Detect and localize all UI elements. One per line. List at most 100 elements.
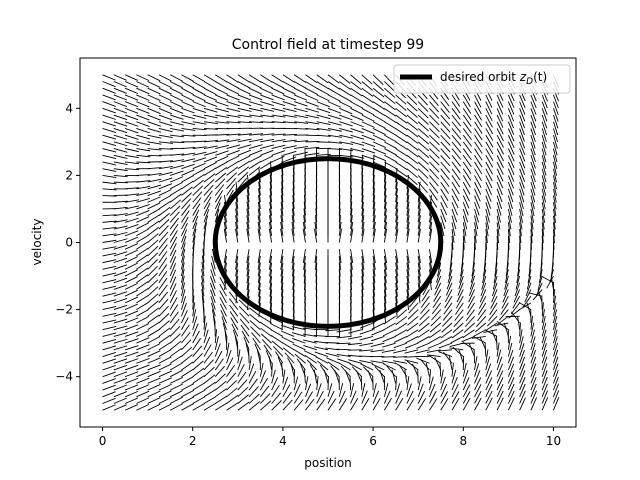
field-arrow [384, 121, 397, 130]
field-arrow [192, 402, 206, 411]
field-arrow [350, 282, 352, 297]
field-arrow [383, 322, 396, 331]
field-arrow [383, 188, 387, 203]
field-arrow [169, 223, 179, 237]
field-arrow [359, 359, 374, 364]
field-arrow [395, 221, 399, 236]
field-arrow [113, 284, 128, 290]
field-arrow [372, 87, 385, 98]
field-arrow [316, 114, 331, 120]
field-arrow [181, 248, 186, 263]
field-arrow [181, 158, 196, 163]
field-arrow [507, 155, 515, 169]
field-arrow [136, 180, 151, 183]
field-arrow [246, 282, 250, 297]
field-arrow [418, 322, 430, 333]
field-arrow [102, 358, 117, 364]
field-arrow [257, 215, 261, 230]
field-arrow [429, 391, 437, 404]
field-arrow [124, 121, 139, 127]
field-arrow [192, 191, 203, 203]
field-arrow [319, 364, 329, 377]
field-arrow [303, 350, 317, 357]
field-arrow [381, 360, 396, 364]
field-arrow [124, 338, 139, 344]
field-arrow [147, 336, 161, 344]
field-arrow [417, 101, 429, 112]
field-arrow [372, 141, 387, 149]
field-arrow [406, 376, 410, 391]
field-arrow [395, 128, 408, 137]
field-arrow [406, 201, 410, 216]
field-arrow [113, 81, 127, 88]
field-arrow [237, 160, 250, 170]
field-arrow [113, 271, 128, 277]
field-arrow [372, 168, 375, 183]
field-arrow [124, 345, 139, 351]
field-arrow [350, 255, 353, 270]
field-arrow [361, 148, 376, 154]
field-arrow [226, 144, 241, 150]
field-arrow [541, 175, 547, 190]
field-arrow [102, 148, 117, 153]
field-arrow [181, 389, 195, 398]
field-arrow [102, 306, 117, 311]
field-arrow [260, 101, 274, 107]
field-arrow [223, 249, 227, 264]
field-arrow [261, 339, 272, 351]
field-arrow [507, 195, 513, 210]
field-arrow [485, 128, 494, 141]
field-arrow [237, 379, 248, 391]
field-arrow [113, 134, 128, 140]
field-arrow [203, 381, 216, 391]
field-arrow [293, 87, 307, 95]
field-arrow [496, 377, 504, 391]
field-arrow [158, 334, 171, 344]
field-arrow [226, 149, 240, 156]
field-arrow [147, 172, 162, 176]
field-arrow [541, 397, 549, 411]
field-arrow [158, 313, 170, 324]
field-arrow [438, 351, 453, 357]
field-arrow [113, 206, 128, 210]
field-arrow [102, 299, 117, 304]
field-arrow [158, 219, 170, 230]
field-arrow [406, 322, 419, 332]
field-arrow [214, 358, 224, 371]
field-arrow [113, 351, 128, 357]
field-arrow [158, 200, 171, 210]
field-arrow [158, 183, 173, 190]
field-arrow [305, 376, 309, 391]
field-arrow [429, 141, 440, 152]
field-arrow [170, 121, 184, 126]
field-arrow [169, 355, 183, 364]
field-arrow [281, 181, 284, 196]
field-arrow [541, 155, 547, 169]
field-arrow [417, 161, 429, 172]
field-arrow [515, 275, 521, 290]
field-arrow [280, 324, 295, 331]
x-tick-label: 4 [279, 434, 287, 448]
field-arrow [181, 296, 187, 310]
field-arrow [347, 342, 362, 346]
field-arrow [496, 370, 504, 384]
field-arrow [102, 141, 117, 147]
field-arrow [395, 309, 408, 320]
field-arrow [327, 383, 333, 397]
field-arrow [192, 396, 206, 404]
field-arrow [302, 228, 306, 243]
field-arrow [158, 277, 168, 290]
field-arrow [294, 353, 306, 364]
field-arrow [553, 155, 558, 169]
field-arrow [486, 315, 498, 327]
field-arrow [257, 208, 261, 223]
field-arrow [192, 101, 206, 108]
field-arrow [269, 195, 273, 210]
field-arrow [406, 101, 418, 112]
field-arrow [280, 255, 284, 270]
field-arrow [417, 262, 421, 277]
field-arrow [522, 295, 532, 308]
field-arrow [292, 201, 295, 216]
field-arrow [226, 139, 241, 143]
field-arrow [415, 349, 430, 354]
